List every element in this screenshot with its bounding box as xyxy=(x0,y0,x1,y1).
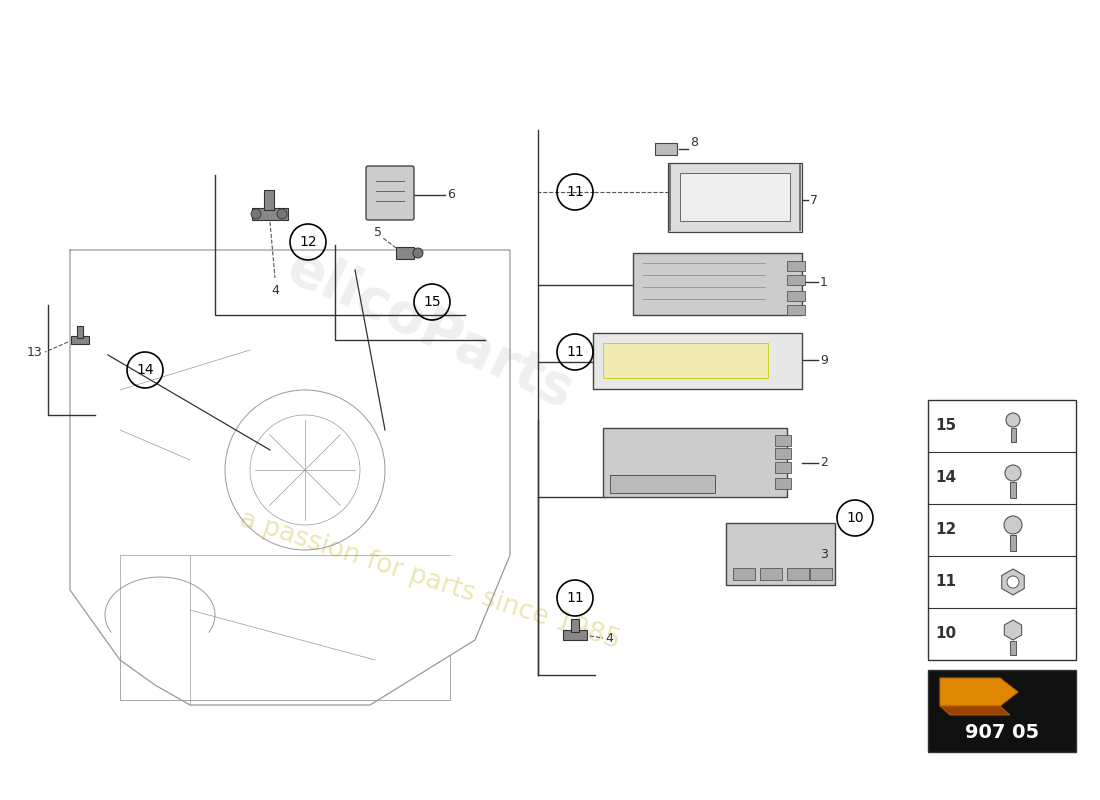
Text: 6: 6 xyxy=(447,189,455,202)
Bar xyxy=(776,448,791,459)
Polygon shape xyxy=(940,706,1010,715)
Bar xyxy=(1011,428,1015,442)
Bar xyxy=(1010,535,1016,551)
Bar xyxy=(776,435,791,446)
Polygon shape xyxy=(940,678,1018,706)
Polygon shape xyxy=(1002,569,1024,595)
Text: 9: 9 xyxy=(820,354,828,366)
Text: 11: 11 xyxy=(566,591,584,605)
Bar xyxy=(786,261,805,271)
Text: 3: 3 xyxy=(820,547,828,561)
Polygon shape xyxy=(1004,620,1022,640)
Text: 11: 11 xyxy=(566,185,584,199)
Text: 10: 10 xyxy=(935,626,957,642)
Bar xyxy=(72,336,89,344)
Bar xyxy=(571,619,579,632)
Text: 14: 14 xyxy=(136,363,154,377)
Text: 4: 4 xyxy=(271,283,279,297)
Bar xyxy=(810,568,832,580)
FancyBboxPatch shape xyxy=(366,166,414,220)
Bar xyxy=(776,462,791,473)
Bar xyxy=(264,190,274,210)
Bar xyxy=(252,208,288,220)
Text: a passion for parts since 1985: a passion for parts since 1985 xyxy=(236,506,624,654)
Circle shape xyxy=(251,209,261,219)
Circle shape xyxy=(1006,576,1019,588)
Text: 2: 2 xyxy=(820,457,828,470)
Bar xyxy=(786,305,805,315)
Bar xyxy=(654,143,676,155)
Bar xyxy=(563,630,587,640)
FancyBboxPatch shape xyxy=(632,253,802,315)
Text: 7: 7 xyxy=(810,194,818,206)
Bar xyxy=(928,400,1076,660)
Text: 10: 10 xyxy=(846,511,864,525)
Bar xyxy=(610,475,715,493)
Text: 907 05: 907 05 xyxy=(965,722,1040,742)
Text: 4: 4 xyxy=(605,631,613,645)
Bar xyxy=(776,478,791,489)
Bar xyxy=(733,568,755,580)
Circle shape xyxy=(1006,413,1020,427)
Text: 5: 5 xyxy=(374,226,382,238)
Text: 14: 14 xyxy=(935,470,957,486)
Text: 12: 12 xyxy=(935,522,957,538)
Text: elicoParts: elicoParts xyxy=(278,240,582,420)
Text: 13: 13 xyxy=(28,346,43,358)
Bar xyxy=(680,173,790,221)
Text: 15: 15 xyxy=(424,295,441,309)
Bar xyxy=(1010,482,1016,498)
Text: 12: 12 xyxy=(299,235,317,249)
Bar xyxy=(1010,641,1016,655)
Bar xyxy=(77,326,82,338)
FancyBboxPatch shape xyxy=(726,523,835,585)
Circle shape xyxy=(277,209,287,219)
Bar xyxy=(396,247,414,259)
Bar xyxy=(760,568,782,580)
Text: 11: 11 xyxy=(566,345,584,359)
Text: 8: 8 xyxy=(690,137,698,150)
Circle shape xyxy=(1004,516,1022,534)
FancyBboxPatch shape xyxy=(668,163,802,232)
Circle shape xyxy=(1005,465,1021,481)
Bar xyxy=(786,275,805,285)
Bar xyxy=(603,343,768,378)
Bar xyxy=(786,568,808,580)
FancyBboxPatch shape xyxy=(593,333,802,389)
Text: 1: 1 xyxy=(820,275,828,289)
FancyBboxPatch shape xyxy=(603,428,786,497)
Bar xyxy=(786,291,805,301)
Text: 15: 15 xyxy=(935,418,957,434)
Text: 11: 11 xyxy=(935,574,957,590)
Bar xyxy=(928,670,1076,752)
Circle shape xyxy=(412,248,424,258)
